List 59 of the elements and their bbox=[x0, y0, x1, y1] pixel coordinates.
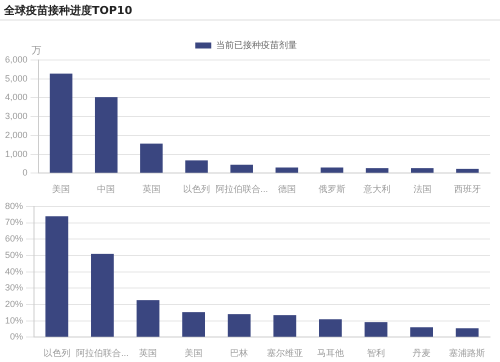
bar bbox=[182, 312, 206, 337]
y-tick-label: 70% bbox=[5, 217, 24, 228]
y-tick-label: 0 bbox=[22, 168, 28, 178]
bar bbox=[320, 168, 344, 173]
y-tick-label: 3,000 bbox=[4, 111, 28, 122]
bar bbox=[50, 74, 72, 173]
x-tick-label: 中国 bbox=[97, 184, 116, 194]
bar bbox=[91, 254, 114, 337]
x-tick-label: 美国 bbox=[52, 184, 70, 194]
y-tick-label: 1,000 bbox=[4, 148, 28, 159]
bar bbox=[140, 144, 163, 173]
x-tick-label: 塞浦路斯 bbox=[449, 348, 486, 358]
y-tick-label: 6,000 bbox=[4, 54, 28, 64]
x-tick-label: 塞尔维亚 bbox=[266, 348, 303, 358]
bar bbox=[276, 168, 298, 173]
bar bbox=[366, 168, 388, 173]
bar bbox=[185, 160, 208, 173]
y-tick-label: 40% bbox=[5, 266, 24, 276]
bar bbox=[410, 327, 433, 337]
x-tick-label: 智利 bbox=[367, 348, 386, 358]
y-tick-label: 50% bbox=[5, 250, 24, 260]
bar bbox=[136, 300, 160, 337]
chart-title: 全球疫苗接种进度TOP10 bbox=[0, 0, 500, 21]
x-tick-label: 英国 bbox=[139, 348, 158, 358]
x-tick-label: 德国 bbox=[278, 184, 296, 194]
x-tick-label: 丹麦 bbox=[412, 348, 431, 358]
x-tick-label: 俄罗斯 bbox=[318, 184, 346, 194]
y-tick-label: 2,000 bbox=[4, 130, 28, 140]
y-tick-label: 80% bbox=[5, 200, 24, 211]
x-tick-label: 以色列 bbox=[43, 348, 70, 358]
x-tick-label: 西班牙 bbox=[454, 184, 481, 194]
legend-label: 当前已接种疫苗剂量 bbox=[216, 40, 297, 50]
x-tick-label: 以色列 bbox=[183, 184, 210, 194]
bar bbox=[273, 315, 296, 337]
y-tick-label: 20% bbox=[5, 298, 24, 309]
bar bbox=[319, 319, 342, 337]
y-tick-label: 30% bbox=[5, 282, 24, 293]
y-tick-label: 60% bbox=[5, 234, 24, 244]
x-tick-label: 阿拉伯联合... bbox=[215, 184, 268, 194]
y-axis-title: 万 bbox=[32, 46, 42, 57]
bar bbox=[230, 164, 253, 173]
bar bbox=[94, 97, 118, 173]
y-tick-label: 5,000 bbox=[4, 73, 28, 84]
x-tick-label: 阿拉伯联合... bbox=[76, 348, 129, 358]
y-tick-label: 4,000 bbox=[4, 92, 28, 102]
bar bbox=[456, 168, 479, 173]
x-tick-label: 马耳他 bbox=[316, 348, 344, 358]
x-tick-label: 意大利 bbox=[362, 184, 391, 194]
y-tick-label: 0% bbox=[10, 332, 24, 342]
x-tick-label: 巴林 bbox=[230, 348, 248, 358]
x-tick-label: 美国 bbox=[184, 348, 203, 358]
x-tick-label: 英国 bbox=[142, 184, 160, 194]
bar bbox=[410, 168, 434, 173]
x-tick-label: 法国 bbox=[413, 184, 432, 194]
bar bbox=[456, 328, 479, 337]
bar bbox=[228, 314, 251, 337]
bar bbox=[45, 216, 68, 337]
y-tick-label: 10% bbox=[5, 315, 24, 326]
bar bbox=[364, 322, 388, 337]
